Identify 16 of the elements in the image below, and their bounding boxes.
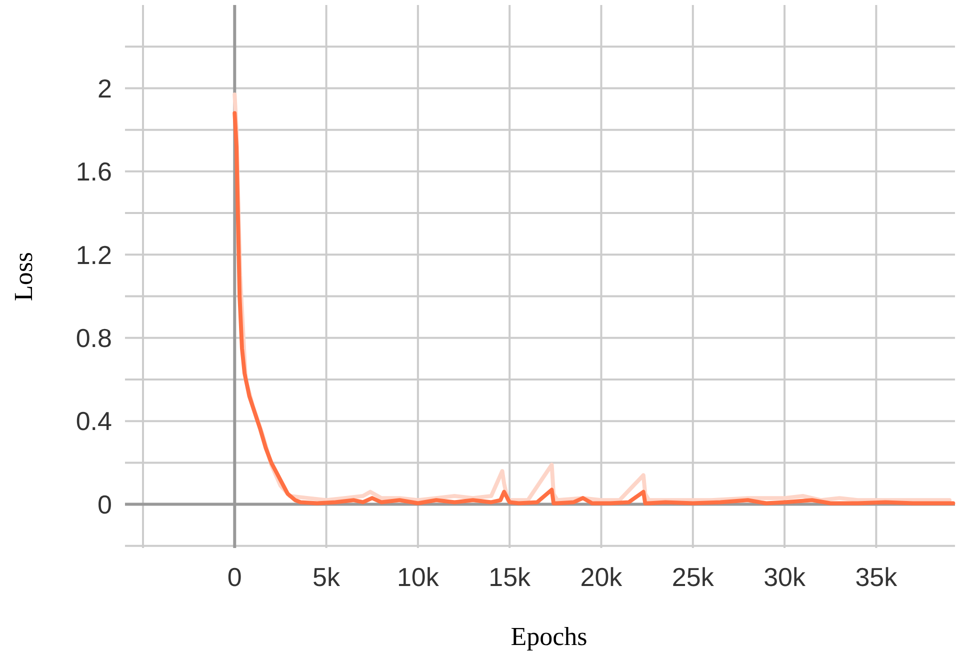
x-tick-label: 30k [764,562,806,592]
y-tick-label: 0 [98,489,112,520]
x-axis-title: Epochs [510,622,588,651]
x-tick-label: 25k [672,562,715,592]
y-tick-label: 1.2 [76,240,112,270]
y-tick-label: 0.4 [76,406,112,436]
x-tick-label: 0 [227,562,242,592]
x-tick-label: 10k [396,562,440,592]
x-tick-label: 15k [488,562,532,592]
x-tick-label: 20k [580,562,624,592]
x-tick-label: 5k [312,562,342,592]
y-tick-label: 0.8 [76,322,112,353]
y-axis-title: Loss [9,252,38,302]
y-tick-label: 2 [98,73,112,104]
x-tick-label: 35k [855,562,898,592]
y-tick-label: 1.6 [76,156,112,187]
